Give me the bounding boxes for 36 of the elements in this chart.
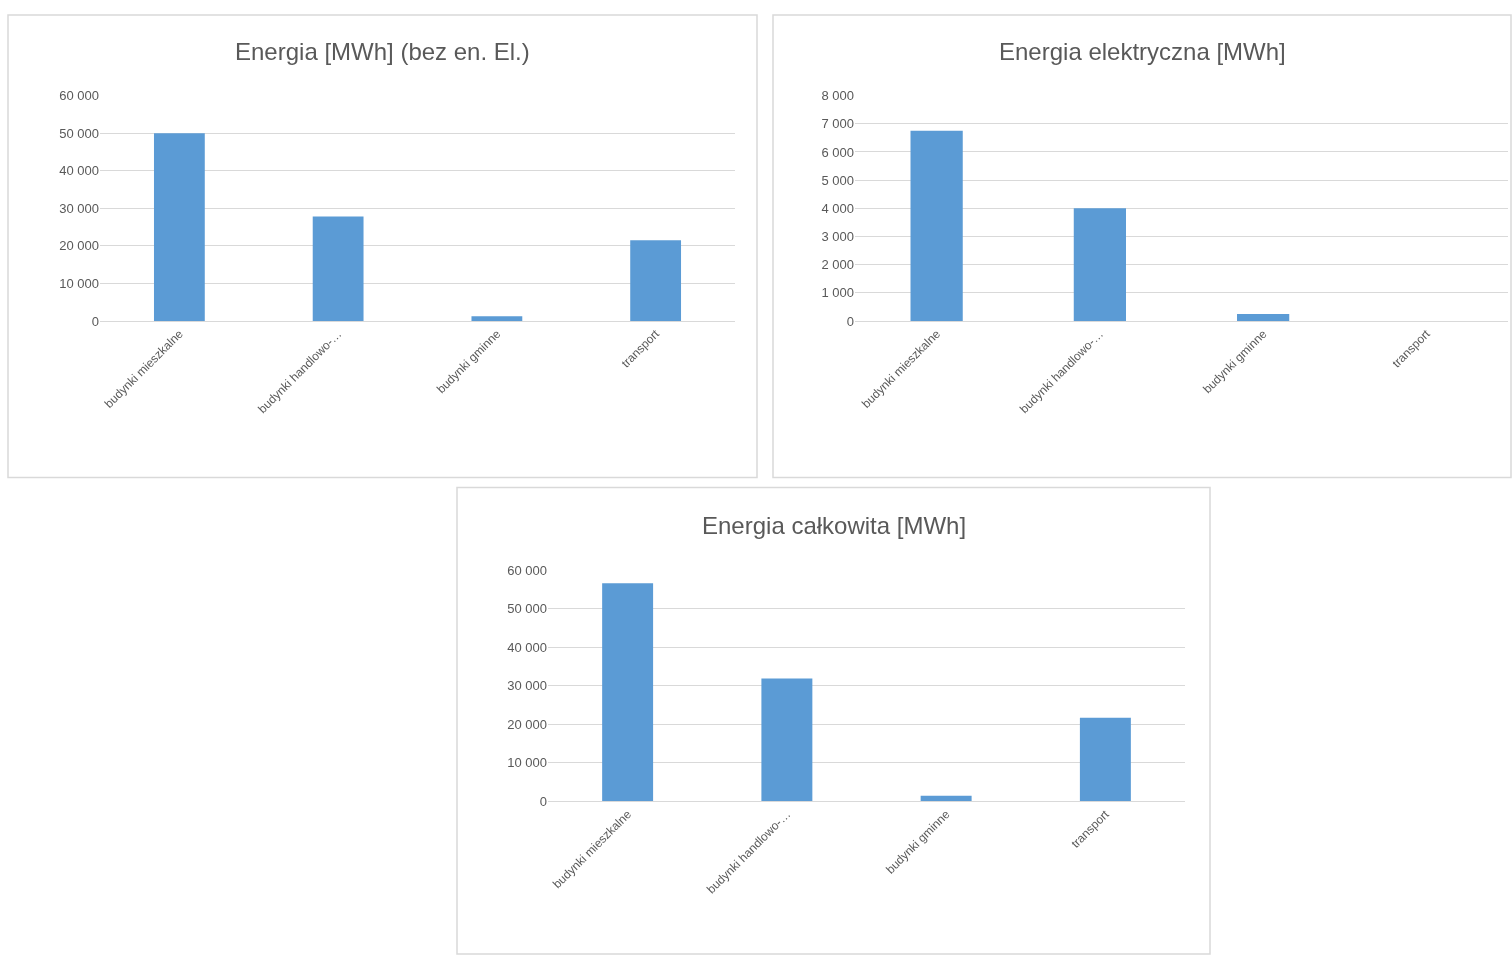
y-tick-label: 5 000 xyxy=(821,172,854,188)
y-tick-label: 6 000 xyxy=(821,144,854,160)
chart-title: Energia całkowita [MWh] xyxy=(702,512,967,539)
bar xyxy=(761,678,813,802)
y-tick-label: 60 000 xyxy=(59,88,99,104)
y-tick-label: 2 000 xyxy=(821,257,854,273)
bar xyxy=(910,130,963,322)
y-tick-label: 1 000 xyxy=(821,285,854,301)
y-tick-label: 40 000 xyxy=(507,639,547,655)
bar xyxy=(153,133,205,322)
bar xyxy=(312,216,364,322)
bar xyxy=(1073,208,1126,322)
y-tick-label: 0 xyxy=(91,313,99,329)
bar xyxy=(602,583,654,802)
y-tick-label: 8 000 xyxy=(821,88,854,104)
bar xyxy=(471,316,523,322)
bar xyxy=(630,240,682,322)
y-tick-label: 60 000 xyxy=(507,562,547,578)
y-tick-label: 0 xyxy=(539,793,547,809)
y-tick-label: 4 000 xyxy=(821,200,854,216)
y-tick-label: 3 000 xyxy=(821,229,854,245)
y-tick-label: 40 000 xyxy=(59,163,99,179)
y-tick-label: 7 000 xyxy=(821,116,854,132)
y-tick-label: 0 xyxy=(846,313,854,329)
y-tick-label: 30 000 xyxy=(59,200,99,216)
y-tick-label: 10 000 xyxy=(59,276,99,292)
bar xyxy=(1237,313,1290,322)
bar xyxy=(1079,717,1131,802)
y-tick-label: 30 000 xyxy=(507,678,547,694)
y-tick-label: 10 000 xyxy=(507,755,547,771)
y-tick-label: 50 000 xyxy=(507,601,547,617)
y-tick-label: 20 000 xyxy=(59,238,99,254)
y-tick-label: 20 000 xyxy=(507,716,547,732)
y-tick-label: 50 000 xyxy=(59,125,99,141)
chart-title: Energia [MWh] (bez en. El.) xyxy=(235,38,530,65)
chart-title: Energia elektryczna [MWh] xyxy=(999,38,1286,65)
